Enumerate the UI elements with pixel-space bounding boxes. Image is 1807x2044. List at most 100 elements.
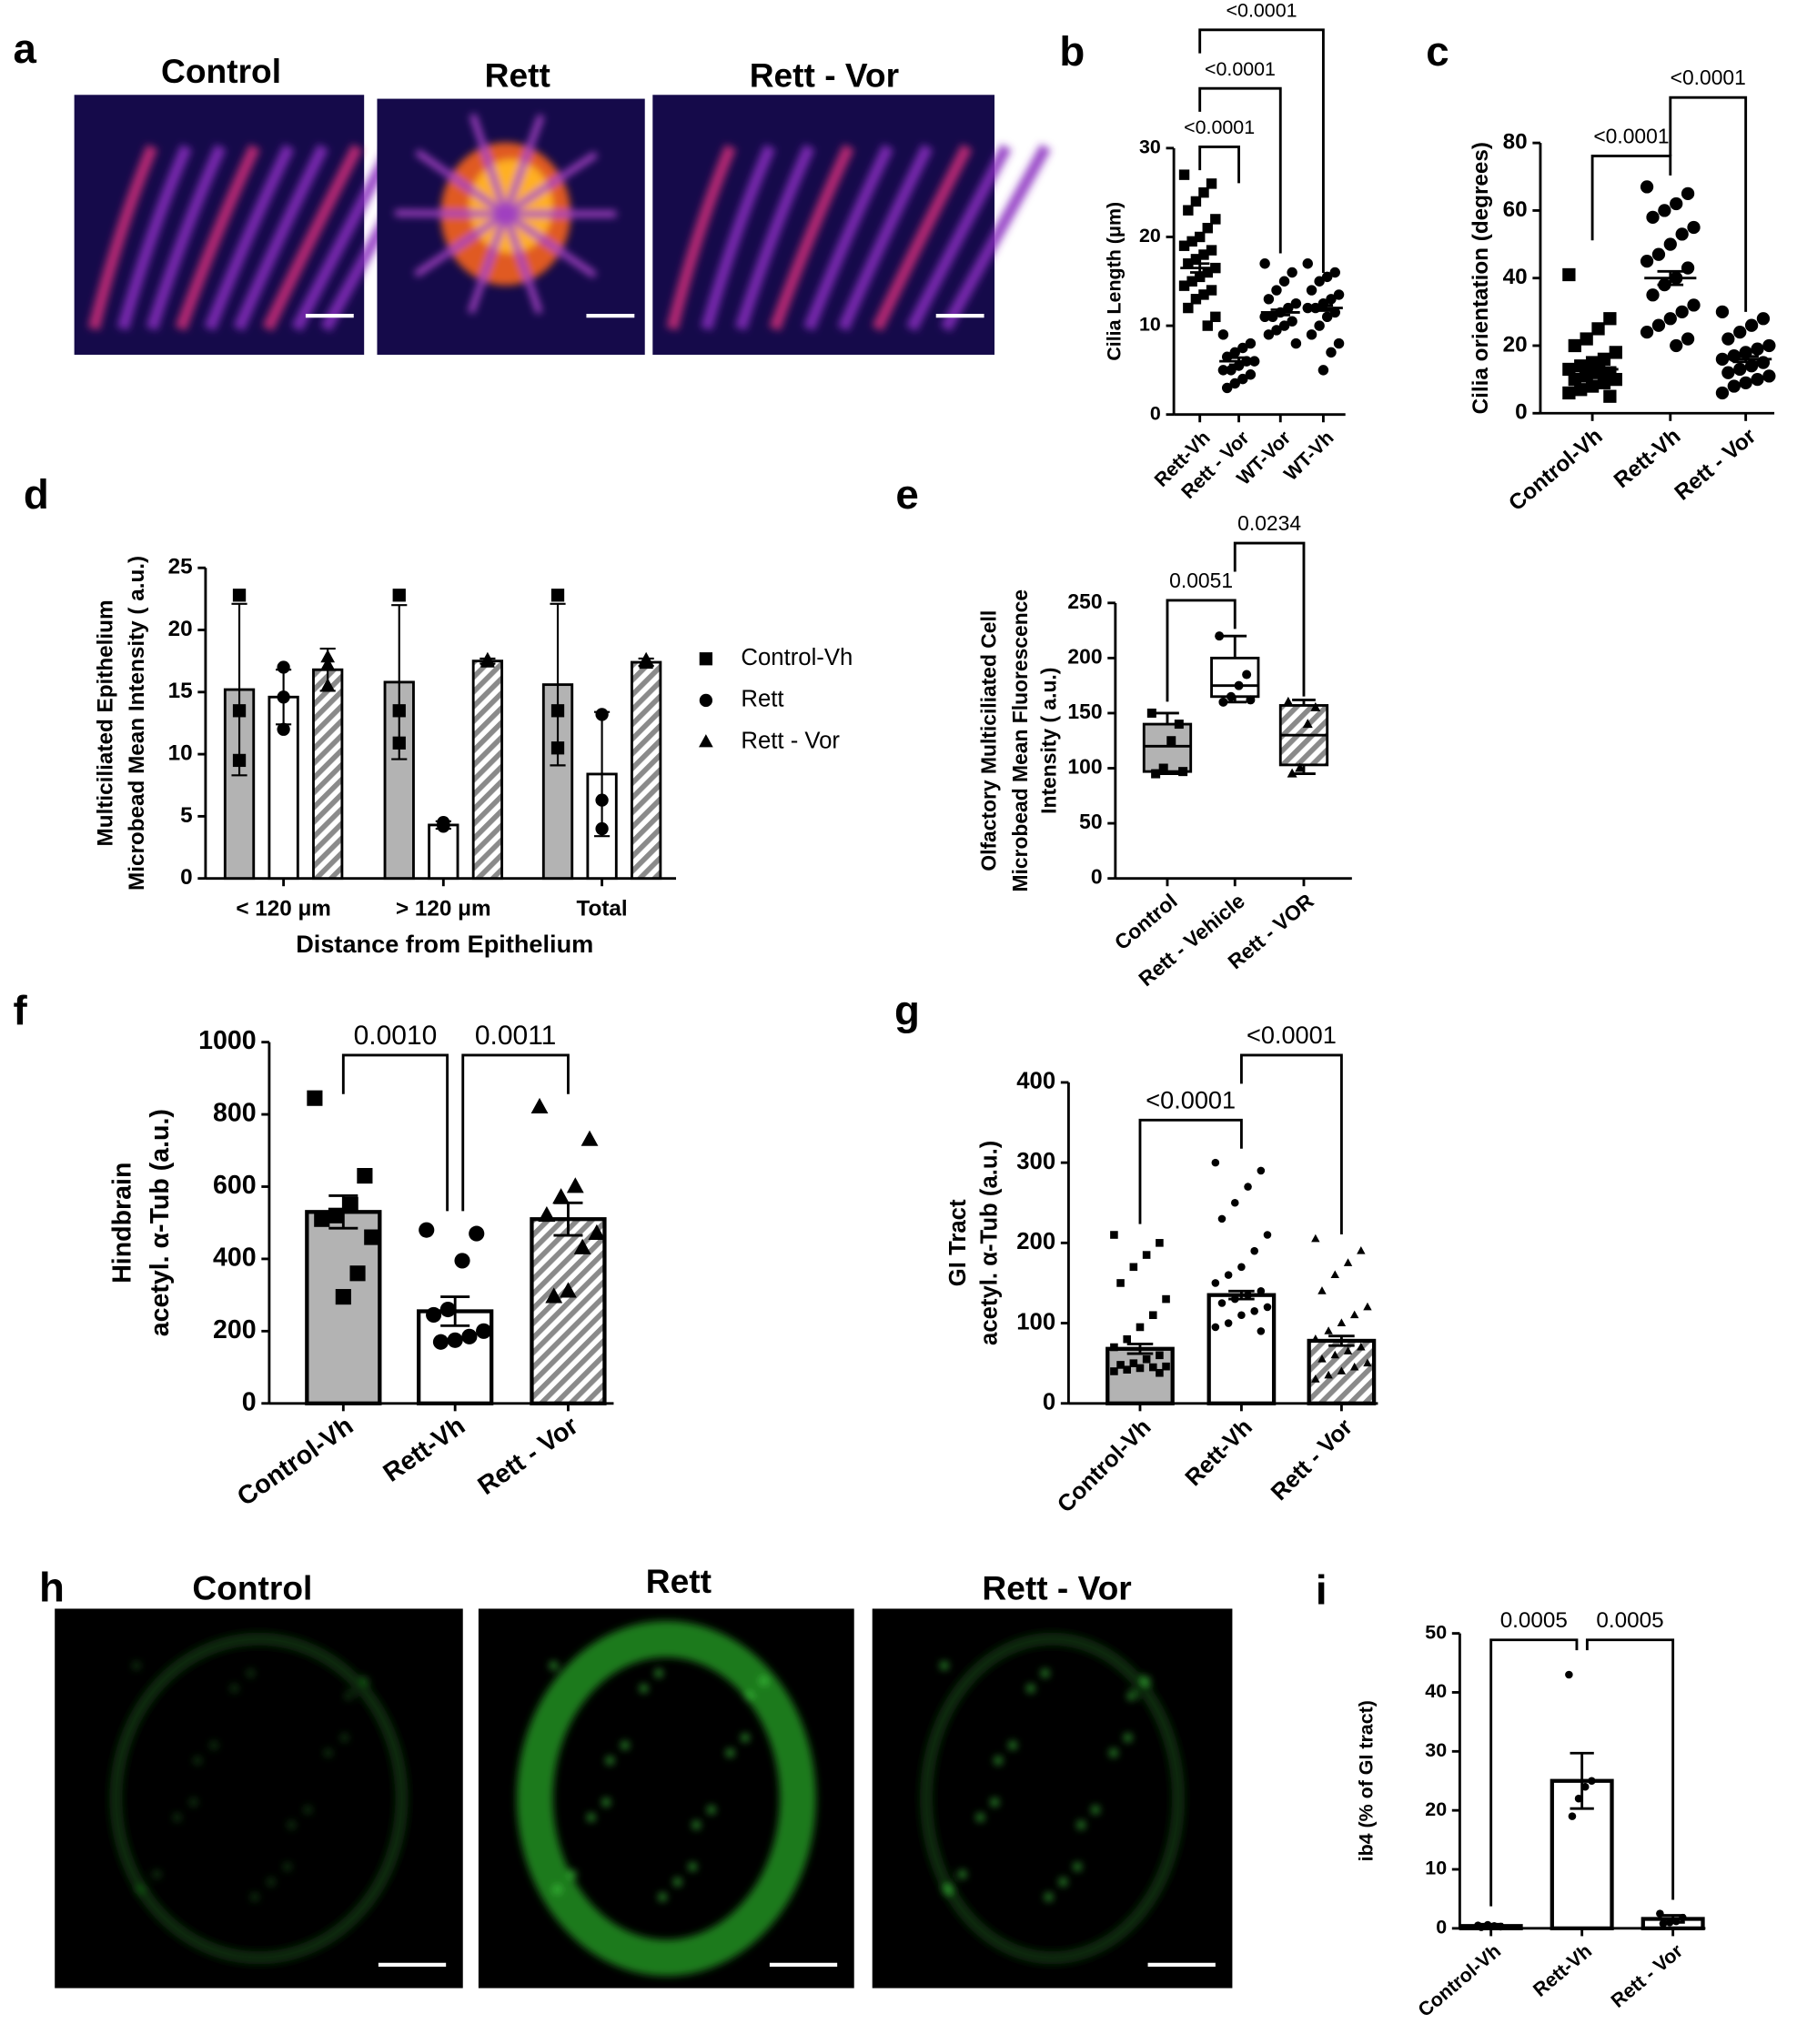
signal (173, 1813, 182, 1822)
data-point (1237, 1311, 1246, 1320)
data-point (1290, 297, 1302, 309)
x-tick-label: < 120 μm (236, 896, 331, 921)
data-point (1198, 249, 1209, 260)
data-point (1321, 311, 1333, 323)
data-point (1244, 1291, 1252, 1299)
signal (621, 1741, 630, 1749)
signal (87, 144, 158, 330)
data-point (1250, 1307, 1258, 1315)
data-point (1337, 1318, 1347, 1326)
data-point (1136, 1364, 1145, 1373)
error-bar (440, 1295, 470, 1327)
y-tick-label: 0 (180, 865, 193, 890)
signal (175, 144, 260, 331)
signal (1059, 1878, 1067, 1887)
data-point (1123, 1334, 1131, 1344)
data-point (1663, 312, 1677, 326)
error-bar (1570, 1751, 1594, 1810)
x-tick-label: Rett - Vor (1267, 1415, 1358, 1505)
signal (503, 211, 597, 278)
error-bar (1189, 262, 1210, 274)
signal (1091, 1806, 1100, 1814)
data-point (1202, 320, 1213, 331)
signal (741, 1733, 750, 1742)
data-point (1217, 1299, 1227, 1307)
data-point (1321, 271, 1333, 283)
micrograph-detail (666, 144, 1051, 332)
data-point (439, 1301, 456, 1318)
comparison-bracket (461, 1053, 570, 1212)
y-tick-label: 600 (213, 1171, 257, 1200)
signal (469, 113, 510, 216)
data-point (1148, 1311, 1157, 1320)
data-point (1670, 338, 1683, 353)
signal (116, 144, 192, 331)
data-point (1585, 379, 1600, 393)
data-point (1330, 1350, 1339, 1359)
image-title: Rett - Vor (750, 56, 899, 95)
data-point (1681, 186, 1695, 200)
signal (502, 213, 543, 315)
legend-label: Rett - Vor (741, 728, 840, 753)
data-point (1283, 696, 1294, 706)
data-point (1174, 720, 1184, 730)
signal (550, 1661, 558, 1670)
data-point (232, 589, 247, 602)
signal (726, 1748, 734, 1757)
signal (132, 1661, 141, 1670)
data-point (1257, 1166, 1266, 1175)
data-point (1739, 376, 1752, 389)
data-point (550, 589, 565, 602)
legend-label: Rett (741, 687, 783, 712)
data-point (1591, 322, 1605, 336)
signal (209, 1741, 218, 1749)
error-bar (1579, 364, 1606, 375)
signal (601, 1797, 611, 1807)
data-point (1226, 365, 1237, 376)
y-axis-label: Intensity ( a.u.) (1036, 668, 1060, 814)
signal (940, 144, 1051, 332)
y-axis-label: GI Tract (945, 1199, 971, 1286)
bar (631, 660, 662, 881)
data-point (1271, 285, 1282, 296)
data-point (1202, 222, 1213, 234)
data-point (1271, 325, 1282, 336)
comparison-bracket (1198, 145, 1240, 184)
data-point (1257, 1327, 1266, 1335)
signal (360, 1676, 369, 1685)
data-point (1333, 289, 1345, 300)
error-bar (1661, 1914, 1685, 1924)
data-point (1246, 695, 1256, 705)
data-point (392, 589, 406, 602)
signal (193, 1757, 202, 1765)
micrograph (55, 1608, 463, 1989)
data-point (1363, 1302, 1372, 1311)
data-point (1242, 670, 1252, 680)
data-point (1687, 298, 1701, 312)
data-point (1215, 631, 1225, 641)
data-point (1756, 312, 1771, 326)
signal (1008, 1741, 1017, 1749)
data-point (530, 1097, 549, 1113)
data-point (1237, 373, 1248, 385)
data-point (232, 704, 247, 718)
data-point (639, 654, 654, 668)
error-bar (1328, 1334, 1355, 1347)
signal (414, 211, 508, 277)
data-point (419, 1222, 435, 1238)
data-point (1190, 254, 1202, 265)
y-tick-label: 50 (1425, 1621, 1447, 1643)
x-tick-label: Control-Vh (232, 1411, 358, 1512)
panel-letter: c (1426, 28, 1449, 75)
data-point (1333, 337, 1345, 349)
signal (872, 144, 973, 332)
data-point (1206, 178, 1217, 189)
signal (288, 1820, 296, 1829)
data-point (454, 1253, 470, 1269)
data-point (1234, 680, 1244, 690)
data-point (1343, 1346, 1353, 1354)
data-point (1311, 1334, 1320, 1343)
micrograph-detail (395, 113, 617, 315)
y-tick-label: 100 (1067, 755, 1102, 779)
data-point (1218, 697, 1228, 707)
